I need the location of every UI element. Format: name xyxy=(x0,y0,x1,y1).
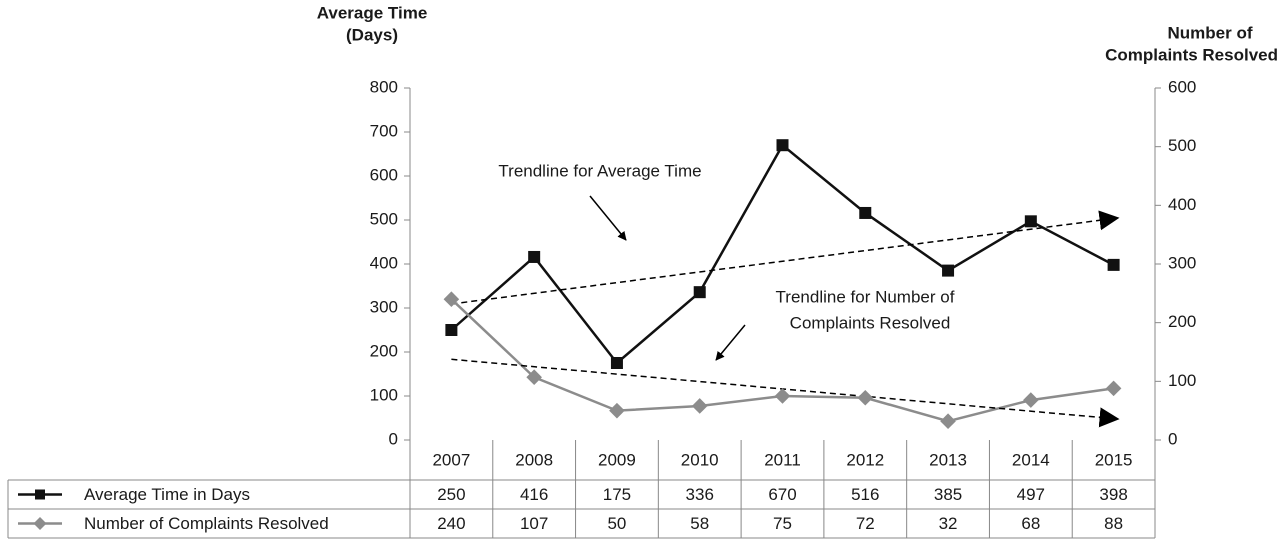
table-value: 416 xyxy=(520,485,548,504)
marker xyxy=(776,139,789,152)
table-value: 240 xyxy=(437,514,465,533)
x-tick-label: 2012 xyxy=(846,450,884,469)
y-tick-label: 800 xyxy=(370,77,398,96)
x-tick-label: 2011 xyxy=(764,450,801,469)
marker xyxy=(526,369,542,386)
legend-label: Number of Complaints Resolved xyxy=(84,514,329,533)
marker xyxy=(693,286,706,299)
y2-axis-title: Number of xyxy=(1168,23,1253,42)
x-tick-label: 2010 xyxy=(681,450,719,469)
table-value: 250 xyxy=(437,485,465,504)
marker xyxy=(610,357,623,369)
marker xyxy=(528,250,541,263)
y2-tick-label: 200 xyxy=(1168,312,1196,331)
marker xyxy=(1105,380,1122,397)
marker xyxy=(691,398,708,414)
y2-tick-label: 400 xyxy=(1168,195,1196,214)
trendline xyxy=(451,358,1120,428)
y-tick-label: 400 xyxy=(370,253,398,272)
x-tick-label: 2008 xyxy=(515,450,553,469)
y-axis-title: (Days) xyxy=(346,25,398,44)
marker xyxy=(35,489,45,500)
y-tick-label: 600 xyxy=(370,165,398,184)
legend-label: Average Time in Days xyxy=(84,485,250,504)
marker xyxy=(1024,215,1037,228)
marker xyxy=(443,291,460,307)
x-tick-label: 2014 xyxy=(1012,450,1050,469)
y2-axis-title: Complaints Resolved xyxy=(1105,45,1278,64)
marker xyxy=(1107,258,1120,271)
table-value: 75 xyxy=(773,514,792,533)
table-value: 336 xyxy=(686,485,714,504)
y2-tick-label: 600 xyxy=(1168,77,1196,96)
y-tick-label: 500 xyxy=(370,209,398,228)
x-tick-label: 2013 xyxy=(929,450,967,469)
table-value: 670 xyxy=(768,485,796,504)
y2-tick-label: 0 xyxy=(1168,429,1177,448)
annotation-arrow xyxy=(715,324,746,361)
marker xyxy=(859,206,872,219)
marker xyxy=(774,388,791,404)
marker xyxy=(940,413,956,430)
annotation: Trendline for Number of xyxy=(776,287,955,306)
table-value: 72 xyxy=(856,514,875,533)
marker xyxy=(33,517,47,530)
annotation: Complaints Resolved xyxy=(790,313,951,332)
x-tick-label: 2007 xyxy=(432,450,470,469)
table-value: 398 xyxy=(1099,485,1127,504)
table-value: 175 xyxy=(603,485,631,504)
marker xyxy=(609,402,625,419)
table-value: 68 xyxy=(1021,514,1040,533)
marker xyxy=(1023,392,1039,408)
table-value: 497 xyxy=(1017,485,1045,504)
table-value: 385 xyxy=(934,485,962,504)
table-value: 88 xyxy=(1104,514,1123,533)
marker xyxy=(942,264,955,277)
y2-tick-label: 100 xyxy=(1168,371,1196,390)
y2-tick-label: 300 xyxy=(1168,253,1196,272)
table-value: 107 xyxy=(520,514,548,533)
x-tick-label: 2015 xyxy=(1095,450,1133,469)
marker xyxy=(857,389,874,406)
y2-tick-label: 500 xyxy=(1168,136,1196,155)
marker xyxy=(445,324,458,336)
table-value: 516 xyxy=(851,485,879,504)
y-tick-label: 100 xyxy=(370,385,398,404)
table-value: 50 xyxy=(607,514,626,533)
table-value: 58 xyxy=(690,514,709,533)
y-tick-label: 300 xyxy=(370,297,398,316)
y-tick-label: 700 xyxy=(370,121,398,140)
y-tick-label: 0 xyxy=(389,429,398,448)
table-value: 32 xyxy=(939,514,958,533)
x-tick-label: 2009 xyxy=(598,450,636,469)
y-tick-label: 200 xyxy=(370,341,398,360)
annotation: Trendline for Average Time xyxy=(498,161,701,180)
annotation-arrow xyxy=(589,195,627,241)
y-axis-title: Average Time xyxy=(317,3,428,22)
